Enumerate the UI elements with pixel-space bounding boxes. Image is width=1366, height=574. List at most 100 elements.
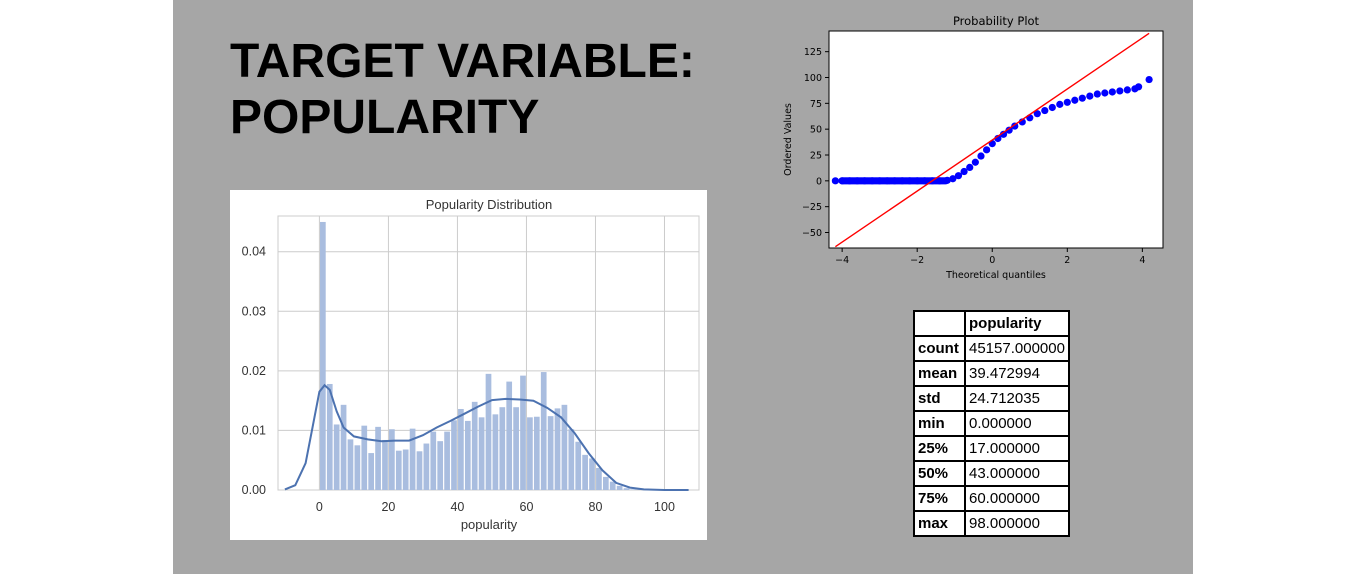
hist-bar	[533, 416, 540, 490]
hist-bar	[492, 414, 499, 490]
prob-x-tick-label: 0	[989, 255, 995, 266]
describe-stats-table: popularity count 45157.000000 mean 39.47…	[913, 310, 1070, 537]
prob-point	[1078, 94, 1086, 102]
hist-bar	[340, 404, 347, 490]
prob-x-tick-label: 2	[1064, 255, 1070, 266]
hist-bar	[416, 451, 423, 490]
slide-title: TARGET VARIABLE: POPULARITY	[230, 34, 695, 146]
stats-row-label: 25%	[913, 435, 966, 462]
prob-y-tick-label: 0	[816, 176, 822, 187]
hist-bar	[326, 383, 333, 490]
stats-row-label: 75%	[913, 485, 966, 512]
hist-bar	[527, 417, 533, 490]
hist-bar	[361, 425, 368, 490]
hist-bar	[478, 417, 485, 490]
probability-plot-title: Probability Plot	[953, 14, 1040, 28]
hist-bar	[333, 424, 340, 490]
hist-bar	[430, 431, 437, 490]
stats-row: mean 39.472994	[913, 360, 1070, 387]
prob-point	[1005, 126, 1013, 134]
hist-y-tick-label: 0.00	[242, 483, 266, 497]
hist-bar	[568, 429, 575, 490]
prob-fit-line	[834, 32, 1150, 248]
prob-point	[949, 175, 957, 183]
stats-header-blank	[913, 310, 966, 337]
hist-x-tick-label: 60	[520, 500, 534, 514]
slide: TARGET VARIABLE: POPULARITY Popularity D…	[173, 0, 1193, 574]
prob-x-tick-label: −4	[835, 255, 849, 266]
probability-plot-points	[831, 75, 1153, 185]
hist-y-tick-label: 0.03	[242, 304, 266, 318]
hist-y-tick-label: 0.04	[242, 245, 266, 259]
hist-bar	[623, 488, 630, 490]
hist-bar	[582, 454, 588, 490]
hist-bar	[609, 481, 616, 490]
prob-point	[966, 163, 974, 171]
prob-point	[1086, 92, 1094, 100]
prob-point	[1063, 98, 1071, 106]
histogram-x-axis-label: popularity	[461, 517, 518, 532]
prob-x-tick-label: −2	[910, 255, 924, 266]
hist-bar	[444, 431, 450, 490]
hist-bar	[402, 449, 409, 490]
hist-y-tick-label: 0.02	[242, 364, 266, 378]
stats-row: 75% 60.000000	[913, 485, 1070, 512]
hist-bar	[485, 373, 492, 490]
popularity-distribution-chart: Popularity Distribution popularity 0 20 40…	[230, 190, 707, 540]
stats-row-value: 60.000000	[964, 485, 1070, 512]
stats-row: 50% 43.000000	[913, 460, 1070, 487]
hist-bar	[616, 485, 623, 490]
stats-row-label: count	[913, 335, 966, 362]
hist-bar	[458, 408, 464, 490]
hist-x-tick-label: 80	[589, 500, 603, 514]
stats-row-value: 43.000000	[964, 460, 1070, 487]
stats-row-label: 50%	[913, 460, 966, 487]
stats-row-value: 0.000000	[964, 410, 1070, 437]
stats-header-row: popularity	[913, 310, 1070, 337]
hist-bar	[423, 443, 430, 490]
prob-point	[1071, 96, 1079, 104]
prob-point	[1123, 86, 1131, 94]
hist-bar	[540, 372, 547, 490]
stats-row-value: 24.712035	[964, 385, 1070, 412]
hist-bar	[554, 408, 561, 490]
prob-point	[1116, 87, 1124, 95]
hist-x-tick-label: 0	[316, 500, 323, 514]
popularity-histogram-svg: Popularity Distribution popularity 0 20 40…	[242, 197, 700, 532]
prob-point	[1101, 89, 1109, 97]
prob-point	[1145, 75, 1153, 84]
hist-bar	[589, 458, 595, 490]
stats-row: min 0.000000	[913, 410, 1070, 437]
prob-point	[1135, 83, 1143, 91]
prob-point	[1093, 90, 1101, 98]
histogram-kde	[284, 383, 689, 491]
prob-y-tick-label: −25	[802, 202, 822, 213]
title-line-2: POPULARITY	[230, 91, 540, 144]
stats-row: 25% 17.000000	[913, 435, 1070, 462]
stats-row: count 45157.000000	[913, 335, 1070, 362]
hist-bar	[395, 450, 402, 490]
prob-point	[1048, 103, 1056, 112]
prob-point	[1033, 110, 1041, 118]
prob-y-tick-label: 100	[804, 73, 822, 84]
hist-bar	[409, 428, 416, 490]
stats-row-value: 45157.000000	[964, 335, 1070, 362]
stats-row-label: min	[913, 410, 966, 437]
stats-row-value: 17.000000	[964, 435, 1070, 462]
hist-kde-line	[284, 383, 689, 491]
hist-bar	[320, 221, 326, 490]
prob-y-tick-label: 50	[810, 125, 822, 136]
stats-row-label: mean	[913, 360, 966, 387]
histogram-bars	[320, 221, 651, 490]
hist-bar	[499, 407, 506, 490]
prob-point	[971, 158, 979, 166]
stats-row: max 98.000000	[913, 510, 1070, 537]
prob-point	[1108, 88, 1116, 96]
histogram-tick-labels: 0 20 40 60 80 100 0.00 0.01 0.02 0.03 0.04	[242, 245, 675, 514]
prob-point	[999, 130, 1008, 138]
hist-bar	[347, 439, 354, 490]
hist-bar	[389, 429, 395, 490]
hist-bar	[506, 381, 513, 490]
prob-point	[1056, 100, 1064, 108]
hist-bar	[451, 420, 457, 490]
